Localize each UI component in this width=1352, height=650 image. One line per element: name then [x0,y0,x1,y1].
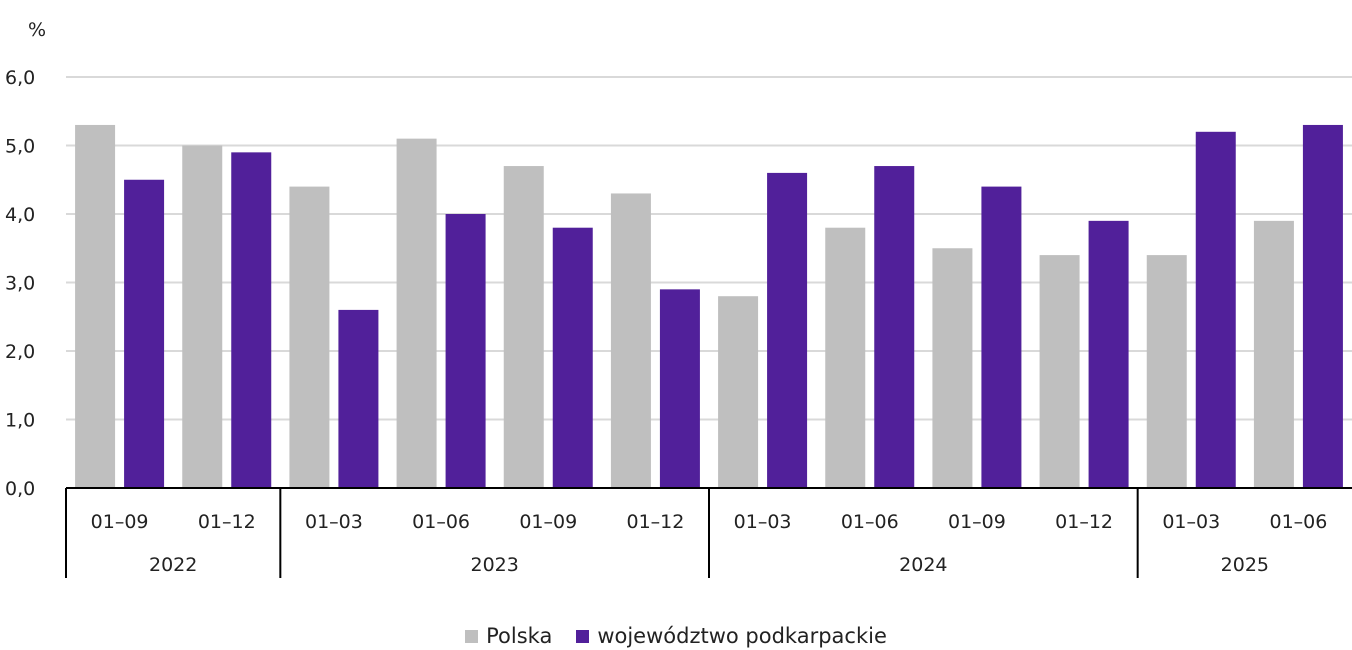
x-tick-labels: 01–09 01–12 01–03 01–06 01–09 01–12 01–03 01–06… [91,511,1328,533]
bar-polska [182,145,223,488]
bar-polska [610,193,651,488]
y-tick-label: 4,0 [5,204,35,226]
legend-item-podkarpackie: województwo podkarpackie [576,624,887,648]
bar-polska [1146,255,1187,488]
bar-podkarpackie [1302,124,1343,488]
y-tick-label: 5,0 [5,136,35,158]
bar-polska [75,124,116,488]
y-tick-label: 3,0 [5,273,35,295]
x-tick-label: 01–12 [1055,511,1113,533]
bars [75,124,1343,489]
bar-polska [289,186,330,488]
bar-polska [932,248,973,488]
legend-swatch-podkarpackie [576,629,590,643]
legend: Polska województwo podkarpackie [0,622,1352,650]
bar-podkarpackie [981,186,1022,488]
x-tick-label: 01–12 [198,511,256,533]
year-label: 2023 [470,554,518,576]
x-tick-label: 01–03 [734,511,792,533]
legend-swatch-polska [465,629,479,643]
year-label: 2024 [899,554,947,576]
y-tick-labels: 0,0 1,0 2,0 3,0 4,0 5,0 6,0 [5,67,35,500]
x-tick-label: 01–09 [948,511,1006,533]
legend-label-polska: Polska [486,624,553,648]
x-tick-label: 01–09 [91,511,149,533]
legend-label-podkarpackie: województwo podkarpackie [597,624,887,648]
bar-podkarpackie [659,289,700,488]
x-axis [65,487,1352,578]
year-label: 2022 [149,554,197,576]
x-tick-label: 01–03 [305,511,363,533]
y-axis-unit: % [28,19,46,41]
y-tick-label: 2,0 [5,341,35,363]
y-tick-label: 6,0 [5,67,35,89]
year-group-labels: 2022 2023 2024 2025 [149,554,1269,576]
bar-polska [396,138,437,488]
bar-podkarpackie [231,152,272,488]
x-tick-label: 01–12 [626,511,684,533]
x-tick-label: 01–06 [412,511,470,533]
bar-podkarpackie [552,227,593,488]
x-tick-label: 01–06 [1269,511,1327,533]
bar-podkarpackie [124,179,165,488]
grid-lines [66,76,1352,421]
bar-polska [1253,220,1294,488]
bar-podkarpackie [874,166,915,489]
y-tick-label: 1,0 [5,410,35,432]
x-tick-label: 01–06 [841,511,899,533]
bar-podkarpackie [1195,131,1236,489]
bar-podkarpackie [445,214,486,488]
year-label: 2025 [1221,554,1269,576]
bar-polska [503,166,544,489]
x-tick-label: 01–03 [1162,511,1220,533]
legend-item-polska: Polska [465,624,552,648]
bar-chart: % 0,01,02,03,04,05,06,0 01–09 01–12 01–03 0… [5,19,1352,578]
bar-polska [1039,255,1080,488]
y-tick-label: 0,0 [5,478,35,500]
bar-polska [718,296,759,488]
x-tick-label: 01–09 [519,511,577,533]
bar-podkarpackie [338,309,379,488]
bar-podkarpackie [1088,220,1129,488]
bar-podkarpackie [767,172,808,488]
bar-polska [825,227,866,488]
